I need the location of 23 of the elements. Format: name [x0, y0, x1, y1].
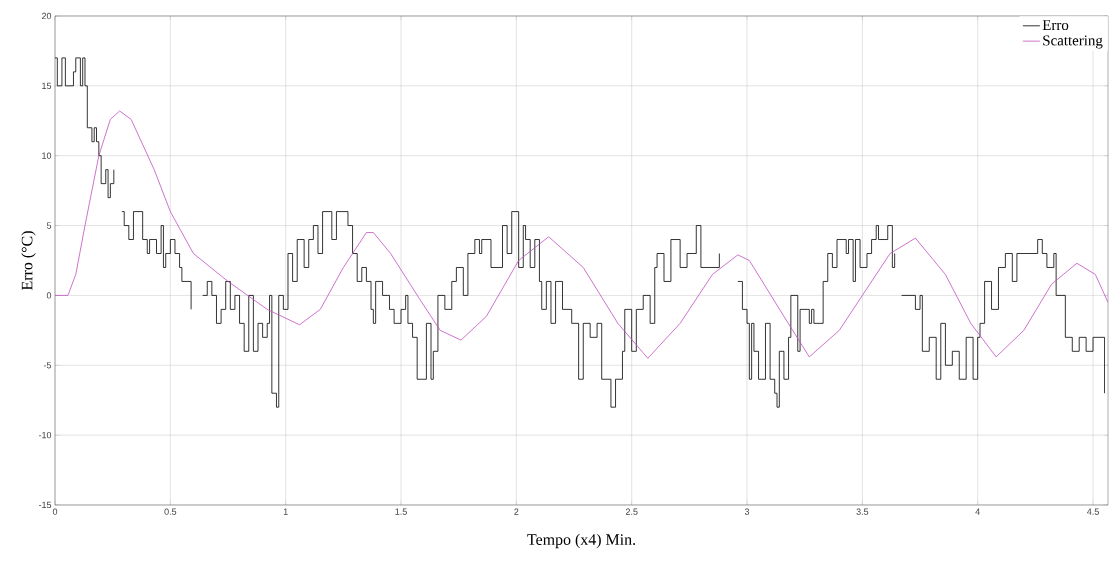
y-tick-label: -5: [43, 362, 52, 369]
y-tick-label: -15: [38, 501, 52, 509]
x-tick-label: 0: [52, 508, 58, 515]
y-tick-label: 5: [46, 222, 52, 229]
legend-label: Erro: [1042, 20, 1069, 31]
x-tick-label: 4.5: [1087, 508, 1099, 515]
x-tick-label: 2.5: [625, 508, 638, 515]
line-series: [55, 110, 1109, 359]
x-tick-label: 0.5: [164, 508, 177, 515]
y-tick-label: 0: [46, 292, 52, 299]
y-tick-label: 15: [42, 82, 52, 89]
x-tick-label: 1.5: [395, 508, 407, 515]
x-tick-label: 4: [975, 508, 980, 515]
y-tick-label: -10: [38, 431, 52, 439]
y-tick-label: 20: [41, 12, 52, 20]
x-tick-label: 3.5: [856, 508, 869, 515]
y-axis-title: Erro (°C): [21, 231, 36, 290]
x-tick-label: 3: [744, 508, 750, 515]
x-tick-label: 1: [283, 508, 288, 515]
x-axis-title: Tempo (x4) Min.: [527, 533, 636, 549]
y-tick-label: 10: [42, 152, 52, 159]
x-tick-label: 2: [514, 508, 519, 515]
legend-label: Scattering: [1043, 35, 1103, 49]
